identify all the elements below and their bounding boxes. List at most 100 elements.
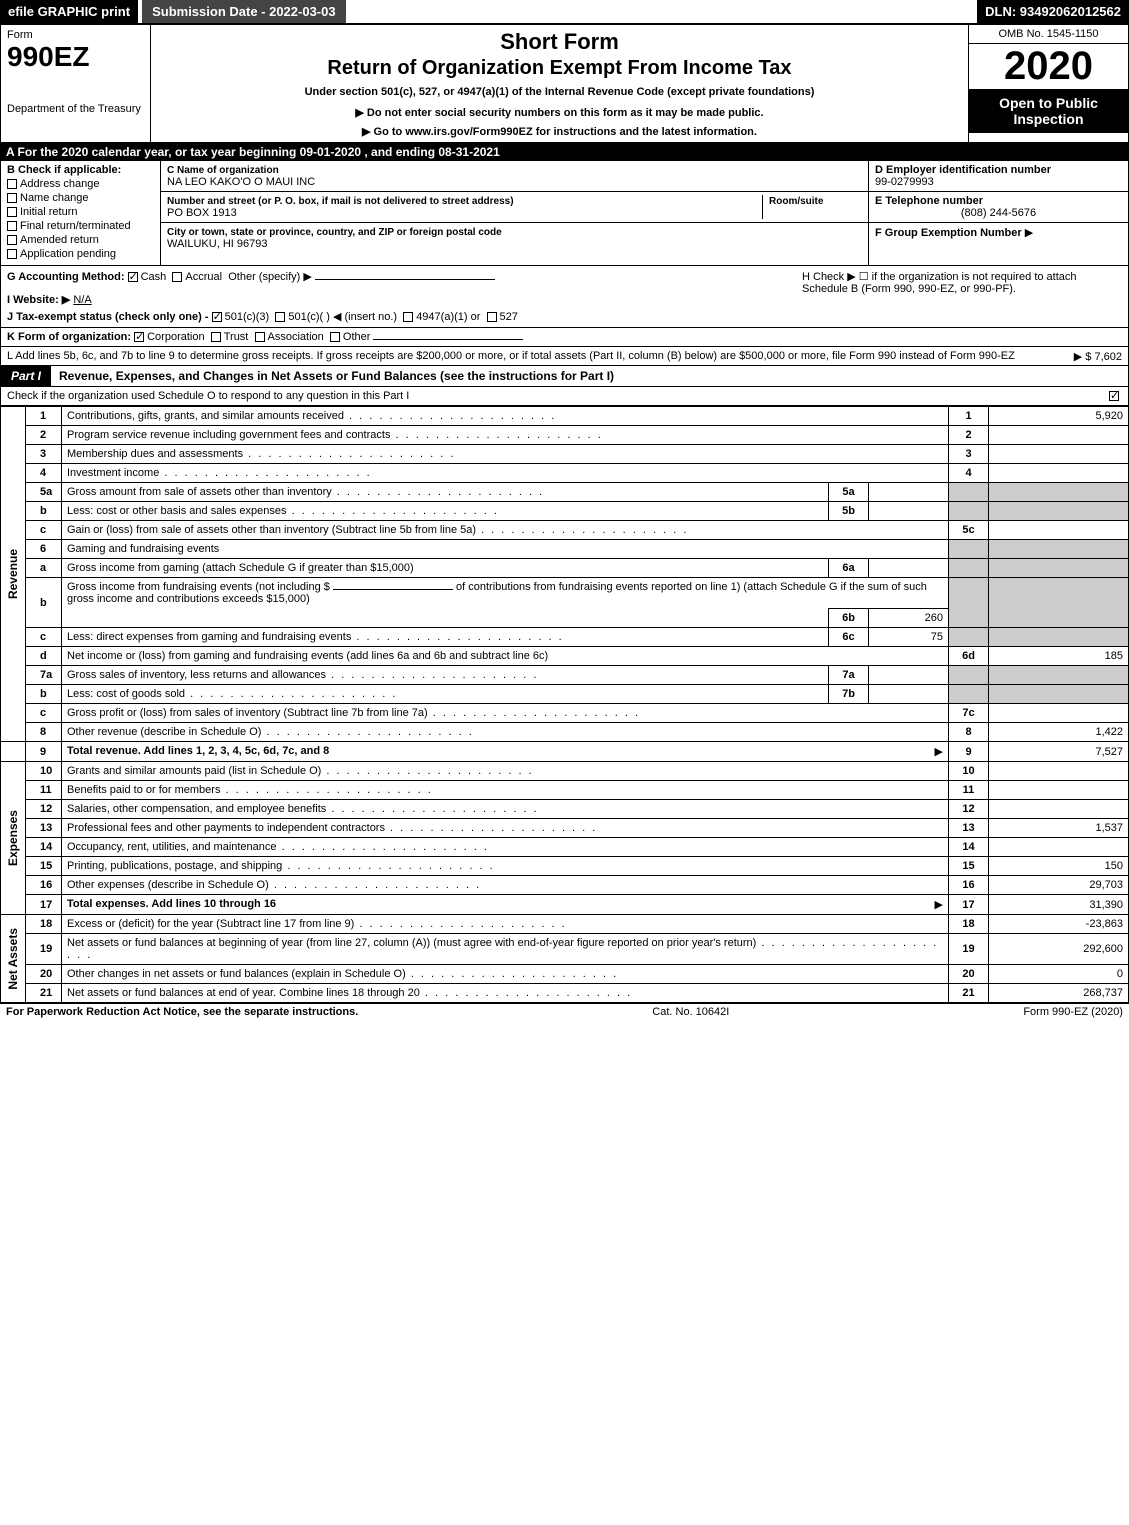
arrow-icon: ▶ bbox=[1025, 227, 1033, 239]
chk-association[interactable] bbox=[255, 332, 265, 342]
section-i: I Website: ▶ N/A bbox=[7, 293, 792, 306]
section-b-label: B Check if applicable: bbox=[7, 164, 154, 176]
table-row: 20 Other changes in net assets or fund b… bbox=[1, 965, 1129, 984]
cat-number: Cat. No. 10642I bbox=[652, 1006, 729, 1018]
section-e: E Telephone number (808) 244-5676 bbox=[869, 192, 1128, 223]
accounting-method-label: G Accounting Method: bbox=[7, 271, 125, 283]
section-g: G Accounting Method: Cash Accrual Other … bbox=[7, 270, 792, 283]
table-row: Revenue 1 Contributions, gifts, grants, … bbox=[1, 407, 1129, 426]
table-row: Net Assets 18 Excess or (deficit) for th… bbox=[1, 915, 1129, 934]
expenses-sidebar: Expenses bbox=[6, 810, 20, 866]
part-1-header: Part I Revenue, Expenses, and Changes in… bbox=[0, 366, 1129, 387]
omb-number: OMB No. 1545-1150 bbox=[969, 25, 1128, 44]
org-name-label: C Name of organization bbox=[167, 165, 279, 176]
table-row: 13 Professional fees and other payments … bbox=[1, 819, 1129, 838]
table-row: c Gain or (loss) from sale of assets oth… bbox=[1, 521, 1129, 540]
street-row: Number and street (or P. O. box, if mail… bbox=[161, 192, 868, 223]
contributions-input[interactable] bbox=[333, 589, 453, 590]
line-num: 1 bbox=[26, 407, 62, 426]
chk-4947[interactable] bbox=[403, 312, 413, 322]
section-h-text: H Check ▶ ☐ if the organization is not r… bbox=[802, 271, 1077, 295]
tax-year-bar: A For the 2020 calendar year, or tax yea… bbox=[0, 143, 1129, 161]
tax-exempt-label: J Tax-exempt status (check only one) - bbox=[7, 311, 209, 323]
page-footer: For Paperwork Reduction Act Notice, see … bbox=[0, 1003, 1129, 1020]
table-row: 19 Net assets or fund balances at beginn… bbox=[1, 934, 1129, 965]
chk-address-change[interactable]: Address change bbox=[7, 178, 154, 190]
efile-print-button[interactable]: efile GRAPHIC print bbox=[0, 0, 138, 23]
table-row: c Less: direct expenses from gaming and … bbox=[1, 628, 1129, 647]
chk-schedule-o[interactable] bbox=[1109, 391, 1119, 401]
org-name-row: C Name of organization NA LEO KAKO'O O M… bbox=[161, 161, 868, 192]
table-row: 5a Gross amount from sale of assets othe… bbox=[1, 483, 1129, 502]
chk-application-pending[interactable]: Application pending bbox=[7, 248, 154, 260]
part-1-check-line: Check if the organization used Schedule … bbox=[0, 387, 1129, 406]
chk-cash[interactable] bbox=[128, 272, 138, 282]
street-value: PO BOX 1913 bbox=[167, 207, 237, 219]
table-row: b Less: cost or other basis and sales ex… bbox=[1, 502, 1129, 521]
chk-527[interactable] bbox=[487, 312, 497, 322]
section-def: D Employer identification number 99-0279… bbox=[868, 161, 1128, 265]
department: Department of the Treasury bbox=[7, 103, 144, 115]
amt-value: 5,920 bbox=[989, 407, 1129, 426]
ssn-notice: ▶ Do not enter social security numbers o… bbox=[157, 106, 962, 119]
table-row: 8 Other revenue (describe in Schedule O)… bbox=[1, 723, 1129, 742]
street-label: Number and street (or P. O. box, if mail… bbox=[167, 196, 514, 207]
part-1-table: Revenue 1 Contributions, gifts, grants, … bbox=[0, 406, 1129, 1003]
section-h: H Check ▶ ☐ if the organization is not r… bbox=[802, 270, 1122, 295]
chk-amended-return[interactable]: Amended return bbox=[7, 234, 154, 246]
table-row: 4 Investment income 4 bbox=[1, 464, 1129, 483]
chk-accrual[interactable] bbox=[172, 272, 182, 282]
other-org-input[interactable] bbox=[373, 339, 523, 340]
table-row: 17 Total expenses. Add lines 10 through … bbox=[1, 895, 1129, 915]
chk-corporation[interactable] bbox=[134, 332, 144, 342]
table-row: 3 Membership dues and assessments 3 bbox=[1, 445, 1129, 464]
chk-501c[interactable] bbox=[275, 312, 285, 322]
header-left: Form 990EZ Department of the Treasury bbox=[1, 25, 151, 142]
section-c: C Name of organization NA LEO KAKO'O O M… bbox=[161, 161, 868, 265]
city-row: City or town, state or province, country… bbox=[161, 223, 868, 253]
short-form-title: Short Form bbox=[157, 29, 962, 55]
chk-other-org[interactable] bbox=[330, 332, 340, 342]
table-row: b Less: cost of goods sold 7b bbox=[1, 685, 1129, 704]
chk-final-return[interactable]: Final return/terminated bbox=[7, 220, 154, 232]
main-title: Return of Organization Exempt From Incom… bbox=[157, 57, 962, 80]
group-exemption-label: F Group Exemption Number bbox=[875, 227, 1022, 239]
section-l-amount: ▶ $ 7,602 bbox=[1074, 350, 1122, 363]
website-label: I Website: ▶ bbox=[7, 294, 70, 306]
dln-label: DLN: 93492062012562 bbox=[977, 0, 1129, 23]
form-header: Form 990EZ Department of the Treasury Sh… bbox=[0, 24, 1129, 143]
table-row: 21 Net assets or fund balances at end of… bbox=[1, 984, 1129, 1003]
chk-initial-return[interactable]: Initial return bbox=[7, 206, 154, 218]
section-g-h: G Accounting Method: Cash Accrual Other … bbox=[0, 266, 1129, 328]
chk-name-change[interactable]: Name change bbox=[7, 192, 154, 204]
tax-year: 2020 bbox=[969, 44, 1128, 89]
form-of-org-label: K Form of organization: bbox=[7, 331, 131, 343]
table-row: 11 Benefits paid to or for members 11 bbox=[1, 781, 1129, 800]
chk-501c3[interactable] bbox=[212, 312, 222, 322]
section-l-text: L Add lines 5b, 6c, and 7b to line 9 to … bbox=[7, 350, 1015, 362]
open-public-badge: Open to Public Inspection bbox=[969, 89, 1128, 133]
top-bar: efile GRAPHIC print Submission Date - 20… bbox=[0, 0, 1129, 24]
table-row: c Gross profit or (loss) from sales of i… bbox=[1, 704, 1129, 723]
schedule-o-check-text: Check if the organization used Schedule … bbox=[7, 390, 1109, 402]
header-right: OMB No. 1545-1150 2020 Open to Public In… bbox=[968, 25, 1128, 142]
table-row: 14 Occupancy, rent, utilities, and maint… bbox=[1, 838, 1129, 857]
section-f: F Group Exemption Number ▶ bbox=[869, 223, 1128, 242]
section-l: L Add lines 5b, 6c, and 7b to line 9 to … bbox=[0, 347, 1129, 366]
paperwork-notice: For Paperwork Reduction Act Notice, see … bbox=[6, 1006, 358, 1018]
section-d: D Employer identification number 99-0279… bbox=[869, 161, 1128, 192]
table-row: 16 Other expenses (describe in Schedule … bbox=[1, 876, 1129, 895]
room-label: Room/suite bbox=[769, 196, 823, 207]
website-value: N/A bbox=[73, 294, 91, 306]
section-b: B Check if applicable: Address change Na… bbox=[1, 161, 161, 265]
net-assets-sidebar: Net Assets bbox=[6, 928, 20, 990]
submission-date: Submission Date - 2022-03-03 bbox=[142, 0, 346, 23]
other-specify-input[interactable] bbox=[315, 279, 495, 280]
chk-trust[interactable] bbox=[211, 332, 221, 342]
irs-link-notice[interactable]: ▶ Go to www.irs.gov/Form990EZ for instru… bbox=[157, 125, 962, 138]
org-info-block: B Check if applicable: Address change Na… bbox=[0, 161, 1129, 266]
table-row: 6 Gaming and fundraising events bbox=[1, 540, 1129, 559]
table-row: 12 Salaries, other compensation, and emp… bbox=[1, 800, 1129, 819]
table-row: b Gross income from fundraising events (… bbox=[1, 578, 1129, 609]
form-page-ref: Form 990-EZ (2020) bbox=[1023, 1006, 1123, 1018]
